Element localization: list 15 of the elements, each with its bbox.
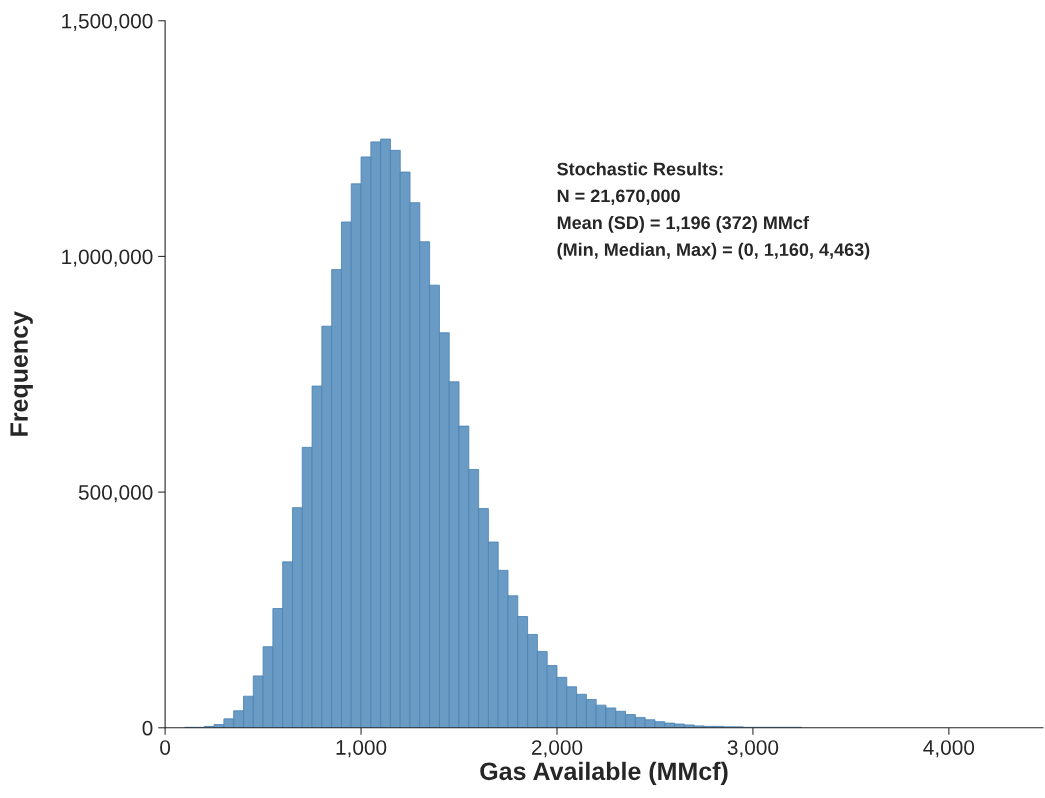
y-tick-label: 0 — [142, 720, 153, 736]
y-axis-title: Frequency — [10, 311, 33, 436]
x-tick-label: 3,000 — [727, 740, 779, 758]
y-tick-label: 1,000,000 — [62, 249, 153, 267]
y-tick-label: 500,000 — [78, 485, 153, 503]
x-tick-label: 1,000 — [336, 740, 387, 758]
x-axis-title: Gas Available (MMcf) — [480, 761, 728, 786]
x-tick-label: 4,000 — [923, 740, 975, 758]
annotation: (Min, Median, Max) = (0, 1,160, 4,463) — [557, 242, 870, 260]
annotation: N = 21,670,000 — [557, 189, 680, 205]
annotation: Mean (SD) = 1,196 (372) MMcf — [557, 215, 809, 233]
annotation: Stochastic Results: — [557, 162, 723, 176]
y-tick-label: 1,500,000 — [62, 13, 153, 31]
x-tick-label: 2,000 — [531, 740, 583, 758]
x-tick-label: 0 — [160, 740, 171, 755]
